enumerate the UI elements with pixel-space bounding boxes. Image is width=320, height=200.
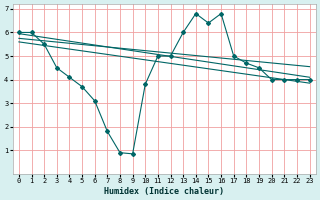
X-axis label: Humidex (Indice chaleur): Humidex (Indice chaleur) — [104, 187, 224, 196]
